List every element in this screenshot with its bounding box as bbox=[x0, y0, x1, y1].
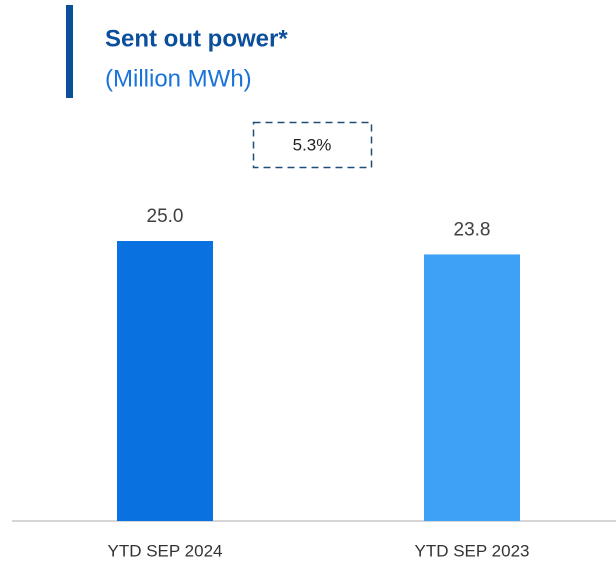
bar bbox=[117, 241, 213, 521]
x-tick-label: YTD SEP 2023 bbox=[415, 541, 530, 560]
x-tick-label: YTD SEP 2024 bbox=[108, 541, 223, 560]
value-label: 25.0 bbox=[147, 206, 184, 227]
chart-title: Sent out power* bbox=[105, 25, 288, 52]
annotation-box bbox=[252, 121, 373, 169]
value-label: 23.8 bbox=[454, 219, 491, 240]
annotation: 5.3% bbox=[293, 135, 332, 154]
chart-subtitle: (Million MWh) bbox=[105, 65, 252, 92]
bar bbox=[424, 254, 520, 521]
title-accent bbox=[66, 5, 73, 98]
